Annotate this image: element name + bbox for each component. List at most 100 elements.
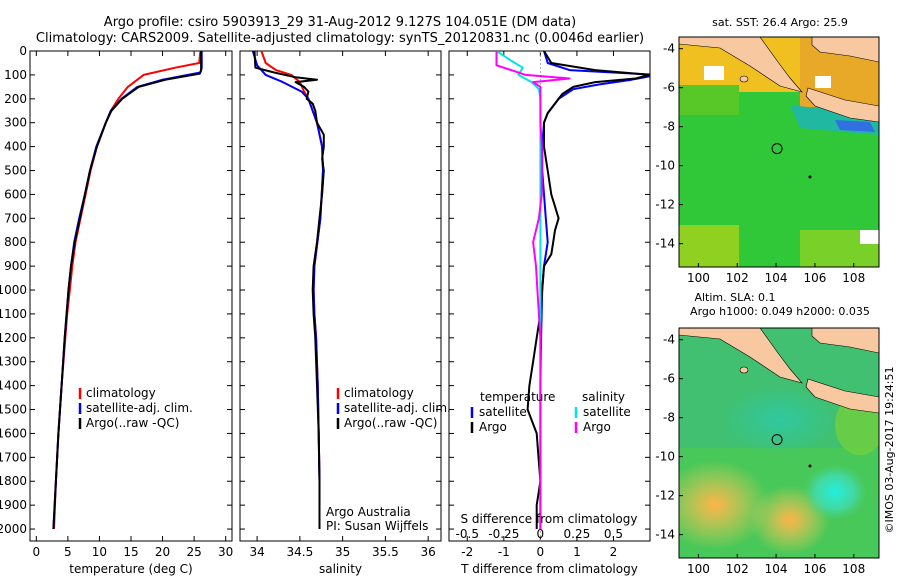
series-line-difference-3 [495, 51, 571, 529]
y-tick-label: 900 [4, 259, 27, 273]
x-tick-label: 25 [186, 545, 201, 559]
legend-entry: climatology [86, 386, 156, 400]
x-tick-label: 34.5 [287, 545, 314, 559]
java-land-sst [805, 87, 879, 123]
map-y-tick-label: -4 [663, 42, 675, 56]
x-tick-label: 30 [218, 545, 233, 559]
map-y-tick-label: -6 [663, 372, 675, 386]
legend-entry: Argo [479, 420, 507, 434]
island-sst [739, 75, 749, 83]
legend-title-temperature: temperature [480, 390, 555, 404]
map-y-tick-label: -8 [663, 120, 675, 134]
sla-map-subtitle: Argo h1000: 0.049 h2000: 0.035 [690, 305, 870, 318]
y-tick-label: 1300 [0, 355, 27, 369]
legend-entry: climatology [344, 386, 414, 400]
legend-entry: Argo(..raw -QC) [344, 416, 437, 430]
christmas-island-sst [808, 175, 812, 179]
map-x-tick-label: 102 [726, 562, 749, 576]
java-land-sla [805, 378, 879, 414]
sst-map-title: sat. SST: 26.4 Argo: 25.9 [712, 16, 848, 29]
map-x-tick-label: 100 [687, 562, 710, 576]
imos-credit: ©IMOS 03-Aug-2017 19:24:51 [883, 367, 896, 534]
difference-axes-frame [448, 50, 651, 542]
y-tick-label: 800 [4, 235, 27, 249]
map-x-tick-label: 102 [726, 271, 749, 285]
x-tick-label: 35.5 [372, 545, 399, 559]
temperature-axes-frame [29, 50, 233, 542]
legend-entry: Argo [583, 420, 611, 434]
temperature-xlabel: temperature (deg C) [69, 562, 192, 576]
salinity-tick-label: -0.5 [456, 527, 479, 541]
sla-cyan-anomaly [803, 464, 867, 520]
argo-float-marker-sla [771, 434, 783, 446]
difference-series [495, 51, 650, 529]
y-tick-label: 2000 [0, 522, 27, 536]
pi-annotation: PI: Susan Wijffels [326, 519, 428, 533]
legend-entry: satellite [583, 405, 631, 419]
legend-entry: satellite-adj. clim. [344, 401, 451, 415]
map-y-tick-label: -12 [655, 198, 675, 212]
sla-map-frame [678, 327, 880, 559]
sst-cloud-gap [704, 66, 724, 80]
map-x-tick-label: 100 [687, 271, 710, 285]
y-tick-label: 1400 [0, 379, 27, 393]
salinity-series [251, 51, 325, 529]
legend-entry: satellite-adj. clim. [86, 401, 193, 415]
map-x-tick-label: 104 [765, 562, 788, 576]
salinity-tick-label: 0.25 [564, 527, 591, 541]
borneo-land-sst [811, 37, 879, 63]
y-tick-label: 1000 [0, 283, 27, 297]
salinity-axes-frame [239, 50, 442, 542]
figure-title-line1: Argo profile: csiro 5903913_29 31-Aug-20… [104, 15, 576, 30]
sla-map-ticks: 100 102 104 106 108 -4 -6 -8 -10 -12 -14 [655, 333, 865, 576]
salinity-tick-label: 0.5 [604, 527, 623, 541]
sst-map-frame [678, 36, 880, 268]
y-tick-label: 1800 [0, 474, 27, 488]
borneo-land-sla [811, 328, 879, 354]
map-y-tick-label: -10 [655, 159, 675, 173]
y-tick-label: 100 [4, 68, 27, 82]
difference-panel: -2 -1 0 1 2 T difference from climatology -0.5… [448, 50, 651, 576]
sla-map-title: Altim. SLA: 0.1 [694, 291, 775, 304]
legend-entry: satellite [479, 405, 527, 419]
difference-xlabel: T difference from climatology [460, 562, 638, 576]
map-x-tick-label: 108 [842, 562, 865, 576]
y-tick-label: 600 [4, 187, 27, 201]
legend-title-salinity: salinity [582, 390, 625, 404]
salinity-tick-label: 0 [537, 527, 545, 541]
sst-cloud-gap-2 [815, 76, 831, 88]
temperature-panel: 0 5 10 15 20 25 300100200300400500600700800900… [0, 44, 233, 576]
island-sla [739, 366, 749, 374]
map-y-tick-label: -14 [655, 528, 675, 542]
series-line-difference-1 [526, 51, 650, 529]
map-y-tick-label: -4 [663, 333, 675, 347]
x-tick-label: 2 [610, 545, 618, 559]
x-tick-label: -2 [461, 545, 473, 559]
x-tick-label: 0 [537, 545, 545, 559]
x-tick-label: 35 [335, 545, 350, 559]
y-tick-label: 200 [4, 92, 27, 106]
y-tick-label: 1900 [0, 498, 27, 512]
y-tick-label: 1200 [0, 331, 27, 345]
y-tick-label: 1500 [0, 403, 27, 417]
map-y-tick-label: -10 [655, 450, 675, 464]
legend-entry: Argo(..raw -QC) [86, 416, 179, 430]
x-tick-label: 0 [32, 545, 40, 559]
difference-top-xlabel: S difference from climatology [461, 512, 638, 526]
sla-teal-anomaly [720, 385, 840, 455]
y-tick-label: 0 [19, 44, 27, 58]
argo-float-marker-sst [771, 143, 783, 155]
map-y-tick-label: -8 [663, 411, 675, 425]
salinity-tick-label: -0.25 [488, 527, 519, 541]
argo-australia-annotation: Argo Australia [326, 505, 411, 519]
y-tick-label: 1600 [0, 426, 27, 440]
map-y-tick-label: -12 [655, 489, 675, 503]
sumatra-land-sst [679, 37, 803, 93]
x-tick-label: 1 [573, 545, 581, 559]
y-tick-label: 1700 [0, 450, 27, 464]
sst-southwest-band [679, 225, 739, 267]
x-tick-label: 20 [155, 545, 170, 559]
series-line-temperature-2 [52, 51, 203, 530]
x-tick-label: 10 [92, 545, 107, 559]
